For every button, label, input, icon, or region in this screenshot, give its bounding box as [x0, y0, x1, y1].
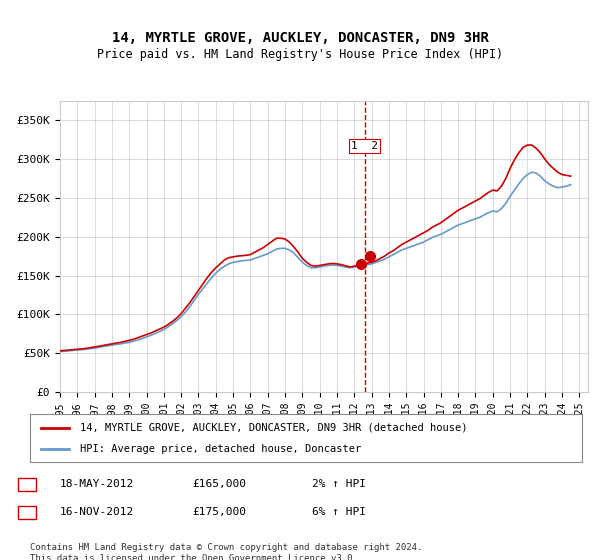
- Text: 1: 1: [23, 479, 31, 489]
- Text: 14, MYRTLE GROVE, AUCKLEY, DONCASTER, DN9 3HR: 14, MYRTLE GROVE, AUCKLEY, DONCASTER, DN…: [112, 31, 488, 45]
- Text: 14, MYRTLE GROVE, AUCKLEY, DONCASTER, DN9 3HR (detached house): 14, MYRTLE GROVE, AUCKLEY, DONCASTER, DN…: [80, 423, 467, 433]
- Text: 2% ↑ HPI: 2% ↑ HPI: [312, 479, 366, 489]
- Text: 16-NOV-2012: 16-NOV-2012: [60, 507, 134, 517]
- Text: Contains HM Land Registry data © Crown copyright and database right 2024.
This d: Contains HM Land Registry data © Crown c…: [30, 543, 422, 560]
- Text: Price paid vs. HM Land Registry's House Price Index (HPI): Price paid vs. HM Land Registry's House …: [97, 48, 503, 60]
- Text: 6% ↑ HPI: 6% ↑ HPI: [312, 507, 366, 517]
- Text: 1  2: 1 2: [351, 141, 378, 151]
- Text: £175,000: £175,000: [192, 507, 246, 517]
- Text: 2: 2: [23, 507, 31, 517]
- Text: £165,000: £165,000: [192, 479, 246, 489]
- Text: 18-MAY-2012: 18-MAY-2012: [60, 479, 134, 489]
- Text: HPI: Average price, detached house, Doncaster: HPI: Average price, detached house, Donc…: [80, 444, 361, 454]
